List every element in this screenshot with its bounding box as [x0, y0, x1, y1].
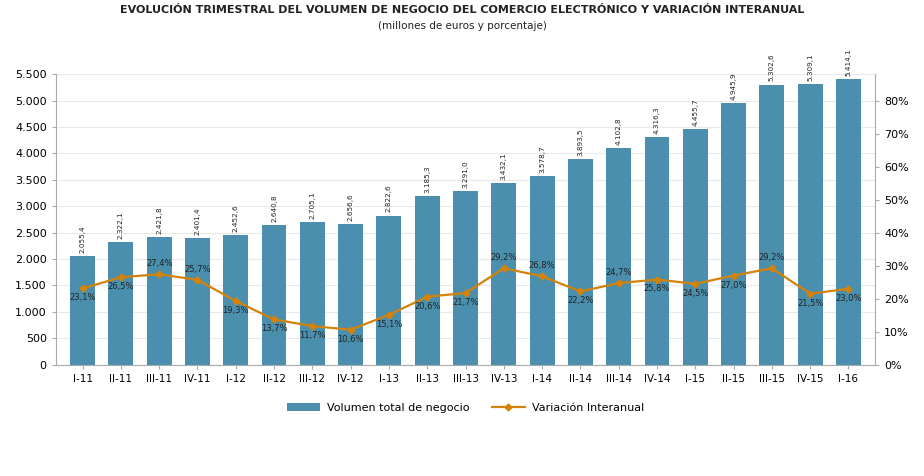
Text: 11,7%: 11,7%	[299, 331, 325, 340]
Bar	[797, 84, 822, 365]
Text: 3.432,1: 3.432,1	[501, 153, 506, 180]
Text: 21,5%: 21,5%	[796, 298, 823, 307]
Text: 2.822,6: 2.822,6	[386, 185, 392, 212]
Text: 4.945,9: 4.945,9	[731, 73, 736, 100]
Bar	[645, 137, 669, 365]
Text: 2.705,1: 2.705,1	[310, 191, 315, 218]
Legend: Volumen total de negocio, Variación Interanual: Volumen total de negocio, Variación Inte…	[283, 398, 649, 417]
Bar	[415, 197, 440, 365]
Text: 4.102,8: 4.102,8	[615, 117, 622, 145]
Bar	[721, 103, 746, 365]
Text: 22,2%: 22,2%	[567, 297, 593, 306]
Text: 3.893,5: 3.893,5	[578, 128, 583, 156]
Text: 5.302,6: 5.302,6	[769, 54, 775, 81]
Text: 20,6%: 20,6%	[414, 302, 441, 311]
Bar	[300, 222, 324, 365]
Bar	[683, 129, 708, 365]
Bar	[70, 256, 95, 365]
Bar	[492, 183, 517, 365]
Text: 2.656,6: 2.656,6	[347, 194, 354, 221]
Text: 24,7%: 24,7%	[605, 268, 632, 277]
Text: 3.291,0: 3.291,0	[463, 160, 468, 188]
Text: 19,3%: 19,3%	[223, 306, 249, 315]
Bar	[147, 237, 172, 365]
Bar	[376, 216, 401, 365]
Text: 21,7%: 21,7%	[452, 298, 479, 307]
Text: 2.421,8: 2.421,8	[156, 206, 163, 234]
Text: 29,2%: 29,2%	[759, 253, 785, 262]
Text: EVOLUCIÓN TRIMESTRAL DEL VOLUMEN DE NEGOCIO DEL COMERCIO ELECTRÓNICO Y VARIACIÓN: EVOLUCIÓN TRIMESTRAL DEL VOLUMEN DE NEGO…	[120, 5, 804, 15]
Text: 15,1%: 15,1%	[376, 320, 402, 329]
Bar	[108, 242, 133, 365]
Text: 5.309,1: 5.309,1	[808, 53, 813, 81]
Bar	[836, 79, 861, 365]
Text: 3.185,3: 3.185,3	[424, 166, 431, 193]
Bar	[224, 235, 249, 365]
Text: 3.578,7: 3.578,7	[539, 145, 545, 172]
Text: 2.401,4: 2.401,4	[194, 207, 201, 235]
Text: 2.322,1: 2.322,1	[118, 211, 124, 239]
Text: 29,2%: 29,2%	[491, 253, 517, 262]
Text: 27,0%: 27,0%	[721, 280, 747, 289]
Bar	[606, 148, 631, 365]
Bar	[453, 191, 478, 365]
Text: 10,6%: 10,6%	[337, 335, 364, 344]
Text: 13,7%: 13,7%	[261, 325, 287, 333]
Text: (millones de euros y porcentaje): (millones de euros y porcentaje)	[378, 21, 546, 31]
Text: 26,8%: 26,8%	[529, 261, 555, 270]
Text: 23,1%: 23,1%	[69, 293, 96, 302]
Text: 27,4%: 27,4%	[146, 259, 173, 268]
Text: 2.055,4: 2.055,4	[79, 225, 86, 253]
Text: 25,7%: 25,7%	[184, 265, 211, 274]
Bar	[261, 225, 286, 365]
Text: 4.455,7: 4.455,7	[692, 99, 699, 126]
Bar	[338, 224, 363, 365]
Text: 2.452,6: 2.452,6	[233, 204, 238, 232]
Text: 25,8%: 25,8%	[644, 285, 670, 294]
Text: 5.414,1: 5.414,1	[845, 48, 851, 76]
Bar	[568, 159, 593, 365]
Text: 26,5%: 26,5%	[107, 282, 134, 291]
Text: 24,5%: 24,5%	[682, 289, 709, 298]
Bar	[760, 85, 784, 365]
Text: 2.640,8: 2.640,8	[271, 194, 277, 222]
Bar	[185, 238, 210, 365]
Text: 23,0%: 23,0%	[835, 294, 862, 303]
Bar	[529, 176, 554, 365]
Text: 4.316,3: 4.316,3	[654, 106, 660, 134]
